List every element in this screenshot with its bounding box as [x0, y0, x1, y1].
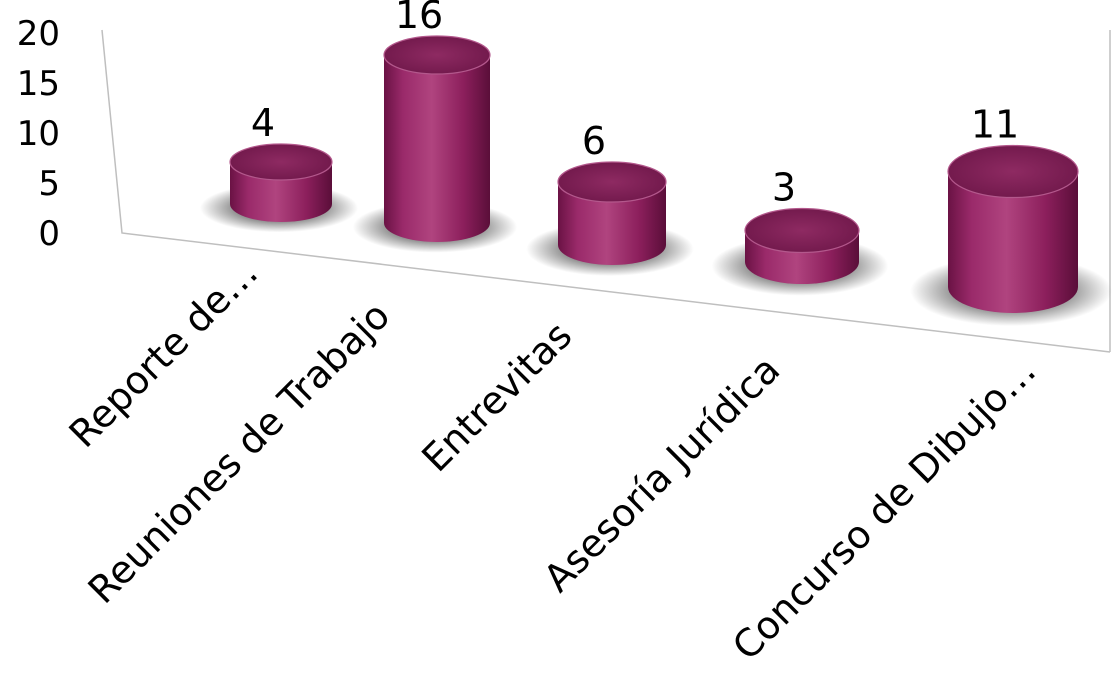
- x-tick-label: Entrevitas: [413, 313, 580, 480]
- x-tick-label: Asesoría Jurídica: [535, 347, 788, 600]
- bar-top: [947, 144, 1079, 199]
- data-label: 16: [395, 0, 443, 37]
- data-labels: 4 16 6 3 11: [251, 0, 1019, 210]
- bar-body: [948, 171, 1078, 313]
- bar-series: [199, 35, 1112, 327]
- data-label: 11: [971, 103, 1019, 147]
- bar-body: [384, 55, 490, 242]
- bar: [910, 144, 1112, 327]
- bar-body: [558, 182, 666, 265]
- y-tick-label: 5: [38, 164, 60, 204]
- x-axis: Reporte de…Reuniones de Trabajo Entrevita…: [61, 250, 1045, 668]
- x-tick-label: Concurso de Dibujo…: [724, 348, 1044, 668]
- data-label: 6: [582, 119, 606, 163]
- y-tick-label: 10: [17, 114, 60, 154]
- chart-frame: [101, 29, 1111, 353]
- axis-frame-line: [101, 29, 1111, 353]
- bar: [711, 207, 889, 296]
- data-label: 4: [251, 101, 275, 145]
- y-tick-label: 20: [17, 14, 60, 54]
- y-tick-label: 15: [17, 64, 60, 104]
- x-tick-label: Reuniones de Trabajo: [80, 293, 399, 612]
- bar-top: [557, 161, 667, 203]
- y-axis: 0 5 10 15 20: [17, 14, 60, 254]
- bar: [352, 35, 518, 253]
- bar: [199, 143, 359, 233]
- data-label: 3: [772, 166, 796, 210]
- y-tick-label: 0: [38, 214, 60, 254]
- bar-top: [744, 207, 860, 254]
- bar: [526, 161, 694, 276]
- bar-top: [229, 143, 333, 181]
- bar-top: [383, 35, 491, 75]
